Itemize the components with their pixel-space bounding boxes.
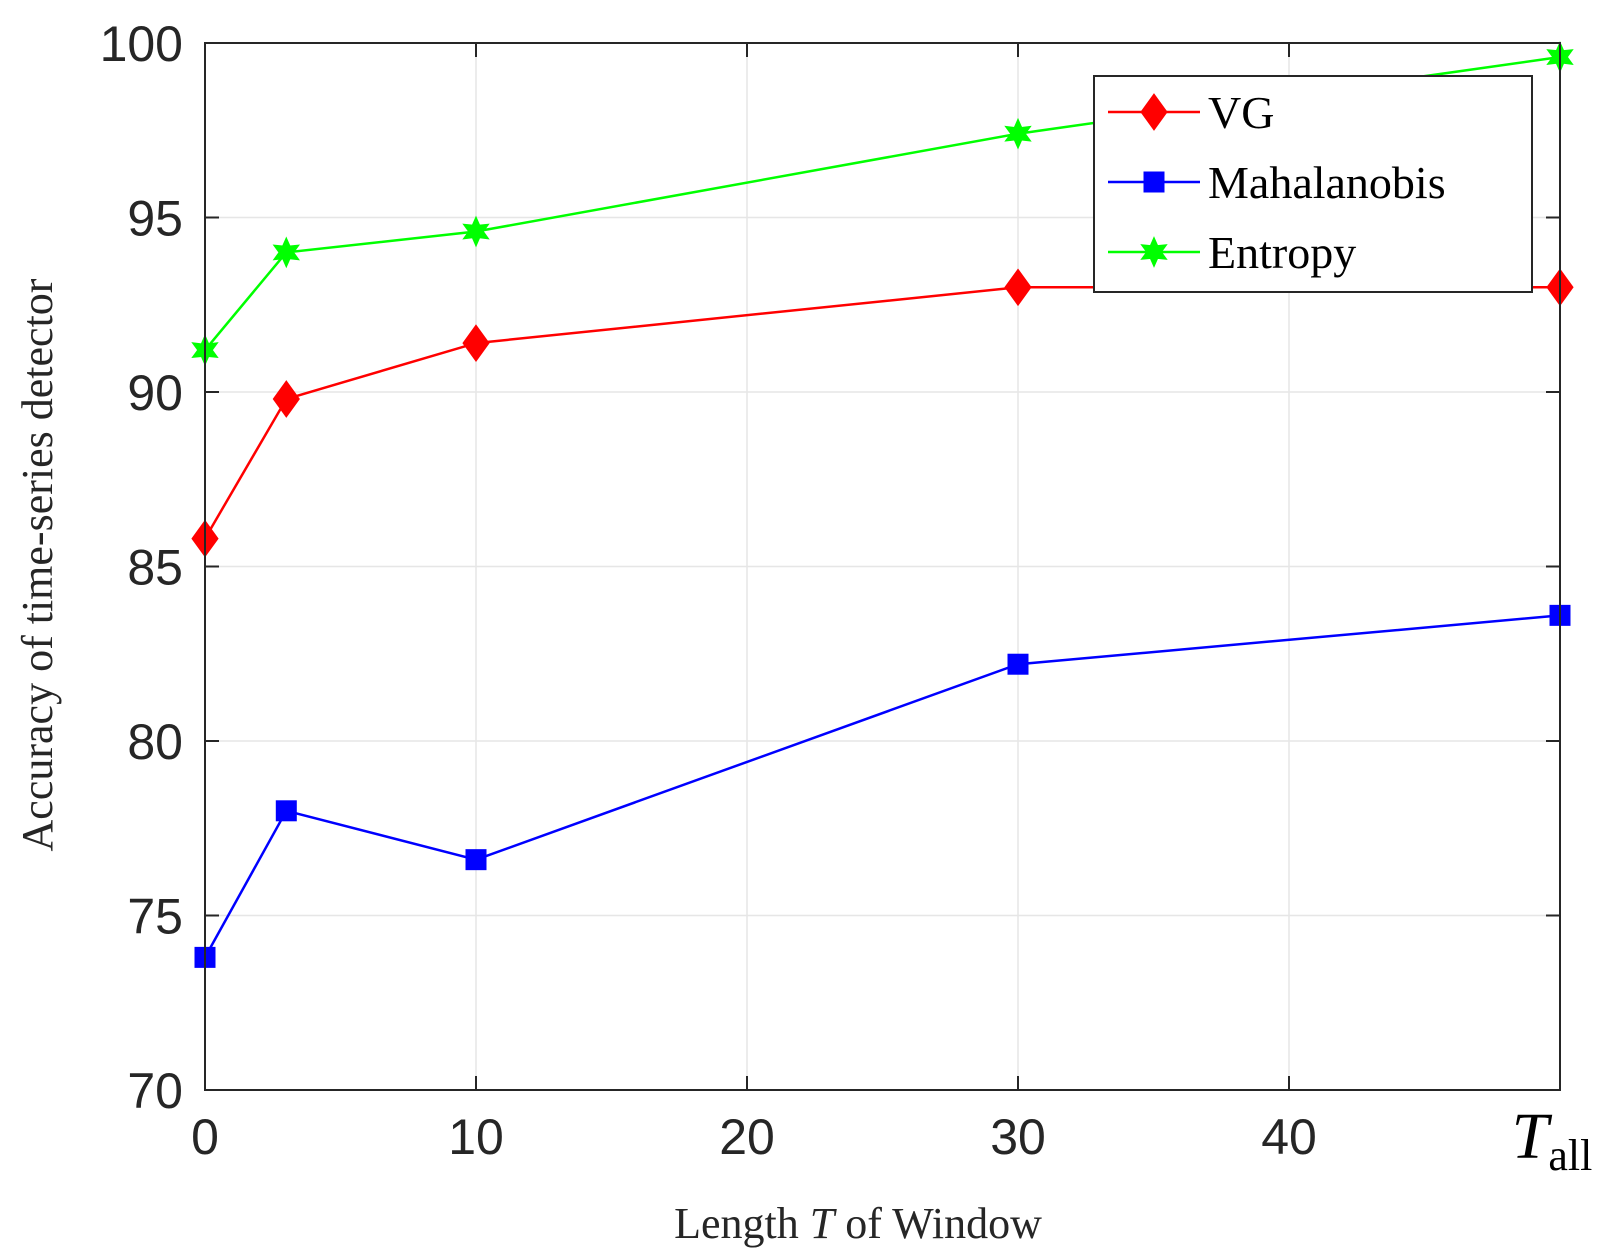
legend: VG Mahalanobis Entropy (1093, 75, 1533, 293)
data-point-entropy (1004, 117, 1032, 150)
axis-ticks (204, 42, 1561, 1091)
data-point-mahalanobis (1007, 653, 1029, 675)
data-point-vg (462, 324, 490, 362)
y-tick-label: 90 (127, 365, 183, 421)
y-tick-label: 75 (127, 889, 183, 945)
series-line-vg (203, 286, 1560, 540)
y-tick-label: 70 (127, 1063, 183, 1119)
x-tick-label: 0 (191, 1109, 219, 1165)
y-tick-label: 80 (127, 714, 183, 770)
data-point-mahalanobis (275, 800, 297, 822)
data-point-entropy (272, 236, 300, 269)
y-tick-label: 100 (100, 16, 183, 72)
x-tick-label: 40 (1261, 1109, 1317, 1165)
y-tick-label: 95 (127, 191, 183, 247)
legend-label: VG (1208, 87, 1274, 138)
legend-label: Entropy (1208, 227, 1356, 278)
x-tick-label-tall: Tall (1512, 1100, 1593, 1180)
x-axis-title: Length T of Window (674, 1199, 1042, 1248)
legend-entry-entropy: Entropy (1108, 227, 1356, 278)
data-point-mahalanobis (465, 849, 487, 871)
legend-entry-mahalanobis: Mahalanobis (1108, 157, 1446, 208)
y-tick-label: 85 (127, 540, 183, 596)
x-tick-label: 10 (448, 1109, 504, 1165)
x-axis-title-part-3: of Window (834, 1199, 1042, 1248)
data-point-vg (272, 380, 300, 418)
legend-marker (1143, 171, 1165, 193)
legend-label: Mahalanobis (1208, 157, 1446, 208)
data-point-entropy (462, 215, 490, 248)
tick-labels: 0 10 20 30 40 Tall 70 75 80 85 90 95 100 (100, 16, 1593, 1180)
data-point-vg (1004, 268, 1032, 307)
x-tick-label: 20 (719, 1109, 775, 1165)
legend-marker (1140, 93, 1168, 131)
x-tick-label-tall-main: T (1512, 1100, 1553, 1173)
y-axis-title: Accuracy of time-series detector (13, 278, 62, 851)
series-line-mahalanobis (203, 614, 1561, 959)
legend-entry-vg: VG (1108, 87, 1274, 138)
series-vg (191, 268, 1574, 558)
legend-marker (1140, 236, 1168, 268)
x-tick-label: 30 (990, 1109, 1046, 1165)
x-tick-label-tall-sub: all (1548, 1131, 1592, 1180)
x-axis-title-part-2: T (810, 1199, 838, 1248)
x-axis-title-part-1: Length (674, 1199, 810, 1248)
series-mahalanobis (194, 604, 1571, 968)
